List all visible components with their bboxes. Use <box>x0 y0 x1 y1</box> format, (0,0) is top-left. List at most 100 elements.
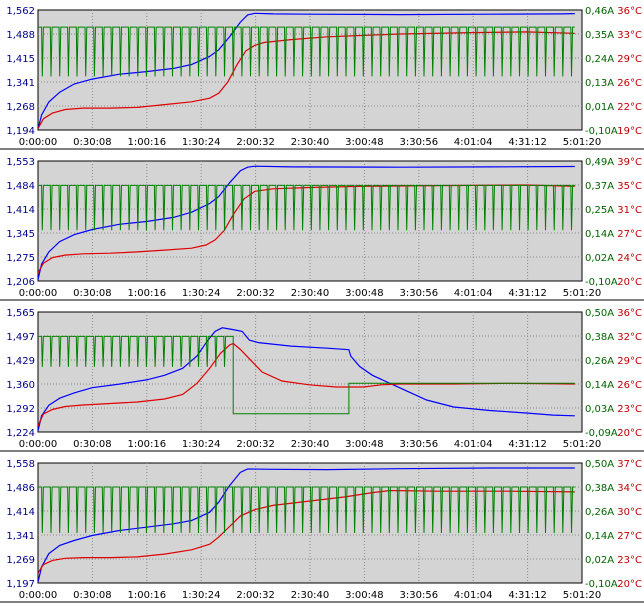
y-current-tick-label: 0,14A <box>585 380 614 391</box>
x-tick-label: 4:31:12 <box>508 439 547 450</box>
y-temp-tick-label: 37°C <box>617 459 642 470</box>
y-current-tick-label: 0,26A <box>585 356 614 367</box>
x-tick-label: 3:30:56 <box>400 590 439 601</box>
y-left-tick-label: 1,486 <box>6 483 35 494</box>
y-left-tick-label: 1,206 <box>6 277 35 288</box>
y-temp-tick-label: 36°C <box>617 308 642 319</box>
x-tick-label: 2:00:32 <box>236 288 275 299</box>
y-current-tick-label: 0,50A <box>585 308 614 319</box>
y-left-tick-label: 1,414 <box>6 507 35 518</box>
x-tick-label: 1:30:24 <box>182 439 221 450</box>
y-left-tick-label: 1,414 <box>6 205 35 216</box>
x-tick-label: 0:30:08 <box>73 439 112 450</box>
y-current-tick-label: 0,14A <box>585 229 614 240</box>
y-temp-tick-label: 22°C <box>617 102 642 113</box>
x-tick-label: 2:30:40 <box>291 137 330 148</box>
y-left-tick-label: 1,488 <box>6 30 35 41</box>
x-tick-label: 3:30:56 <box>400 288 439 299</box>
y-temp-tick-label: 26°C <box>617 380 642 391</box>
y-left-tick-label: 1,292 <box>6 404 35 415</box>
y-left-tick-label: 1,562 <box>6 6 35 17</box>
y-current-tick-label: 0,37A <box>585 181 614 192</box>
chart-panel-2: 0:00:00 0:30:08 1:00:16 1:30:24 2:00:32 2:30:… <box>0 152 644 302</box>
x-tick-label: 2:00:32 <box>236 590 275 601</box>
y-left-tick-label: 1,497 <box>6 332 35 343</box>
y-temp-tick-label: 19°C <box>617 126 642 137</box>
y-left-tick-label: 1,415 <box>6 54 35 65</box>
x-tick-label: 0:00:00 <box>19 137 58 148</box>
y-current-tick-label: -0,10A <box>585 126 618 137</box>
series-current-line <box>38 26 575 77</box>
x-tick-label: 4:01:04 <box>454 590 493 601</box>
y-left-tick-label: 1,429 <box>6 356 35 367</box>
y-temp-tick-label: 31°C <box>617 205 642 216</box>
x-tick-label: 4:31:12 <box>508 137 547 148</box>
y-left-tick-label: 1,558 <box>6 459 35 470</box>
x-tick-label: 0:00:00 <box>19 439 58 450</box>
y-temp-tick-label: 26°C <box>617 78 642 89</box>
chart-3: 0:00:00 0:30:08 1:00:16 1:30:24 2:00:32 2:30:… <box>0 308 644 452</box>
series-voltage-line <box>38 467 575 583</box>
chart-panel-1: 0:00:00 0:30:08 1:00:16 1:30:24 2:00:32 2:30:… <box>0 1 644 151</box>
x-tick-label: 1:30:24 <box>182 590 221 601</box>
y-current-tick-label: 0,14A <box>585 531 614 542</box>
y-left-tick-label: 1,345 <box>6 229 35 240</box>
y-left-tick-label: 1,268 <box>6 102 35 113</box>
x-tick-label: 2:30:40 <box>291 590 330 601</box>
series-temperature-line <box>38 31 575 129</box>
series-current-line <box>38 486 575 534</box>
y-left-tick-label: 1,484 <box>6 181 35 192</box>
x-tick-label: 0:00:00 <box>19 590 58 601</box>
y-current-tick-label: 0,03A <box>585 404 614 415</box>
y-current-tick-label: 0,01A <box>585 102 614 113</box>
y-temp-tick-label: 20°C <box>617 428 642 439</box>
y-current-tick-label: 0,25A <box>585 205 614 216</box>
chart-4: 0:00:00 0:30:08 1:00:16 1:30:24 2:00:32 2:30:… <box>0 459 644 603</box>
chart-panel-3: 0:00:00 0:30:08 1:00:16 1:30:24 2:00:32 2:30:… <box>0 303 644 453</box>
y-temp-tick-label: 30°C <box>617 507 642 518</box>
y-current-tick-label: 0,02A <box>585 253 614 264</box>
y-current-tick-label: 0,02A <box>585 555 614 566</box>
x-tick-label: 1:30:24 <box>182 137 221 148</box>
y-temp-tick-label: 27°C <box>617 229 642 240</box>
y-left-tick-label: 1,194 <box>6 126 35 137</box>
y-temp-tick-label: 36°C <box>617 6 642 17</box>
y-temp-tick-label: 39°C <box>617 157 642 168</box>
y-temp-tick-label: 23°C <box>617 555 642 566</box>
y-current-tick-label: 0,13A <box>585 78 614 89</box>
x-tick-label: 1:30:24 <box>182 288 221 299</box>
y-current-tick-label: 0,50A <box>585 459 614 470</box>
y-current-tick-label: 0,38A <box>585 483 614 494</box>
x-tick-label: 4:01:04 <box>454 137 493 148</box>
x-tick-label: 3:00:48 <box>345 288 384 299</box>
x-tick-label: 3:30:56 <box>400 439 439 450</box>
x-tick-label: 4:31:12 <box>508 288 547 299</box>
y-current-tick-label: 0,35A <box>585 30 614 41</box>
y-temp-tick-label: 32°C <box>617 332 642 343</box>
series-voltage-line <box>38 165 575 280</box>
y-temp-tick-label: 27°C <box>617 531 642 542</box>
chart-2: 0:00:00 0:30:08 1:00:16 1:30:24 2:00:32 2:30:… <box>0 157 644 301</box>
series-current-line <box>38 184 575 231</box>
x-tick-label: 1:00:16 <box>128 439 167 450</box>
series-temperature-line <box>38 342 575 427</box>
x-tick-label: 3:00:48 <box>345 439 384 450</box>
y-temp-tick-label: 23°C <box>617 404 642 415</box>
y-left-tick-label: 1,360 <box>6 380 35 391</box>
y-temp-tick-label: 29°C <box>617 356 642 367</box>
y-left-tick-label: 1,341 <box>6 531 35 542</box>
x-tick-label: 2:30:40 <box>291 439 330 450</box>
x-tick-label: 3:00:48 <box>345 590 384 601</box>
series-current-line <box>38 335 575 415</box>
y-left-tick-label: 1,197 <box>6 579 35 590</box>
y-current-tick-label: -0,10A <box>585 579 618 590</box>
y-temp-tick-label: 33°C <box>617 30 642 41</box>
x-tick-label: 4:01:04 <box>454 439 493 450</box>
y-current-tick-label: 0,26A <box>585 507 614 518</box>
y-current-tick-label: -0,09A <box>585 428 618 439</box>
x-tick-label: 5:01:20 <box>563 439 602 450</box>
x-tick-label: 1:00:16 <box>128 590 167 601</box>
y-temp-tick-label: 29°C <box>617 54 642 65</box>
y-temp-tick-label: 34°C <box>617 483 642 494</box>
x-tick-label: 1:00:16 <box>128 288 167 299</box>
